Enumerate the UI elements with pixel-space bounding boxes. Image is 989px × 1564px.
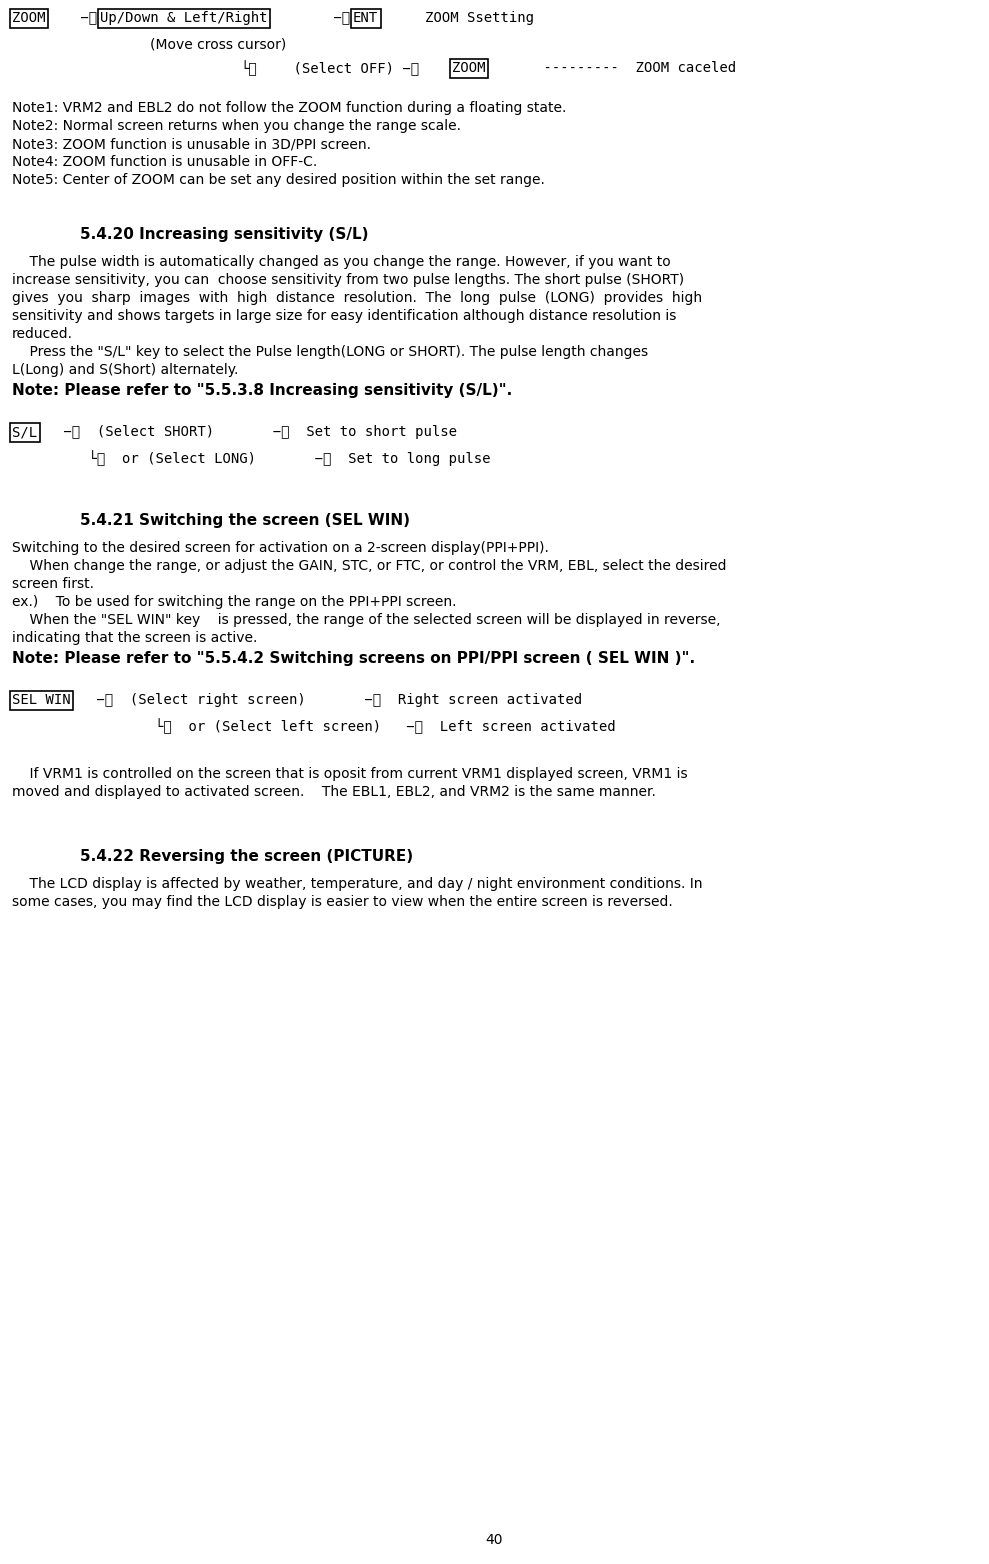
Text: Note5: Center of ZOOM can be set any desired position within the set range.: Note5: Center of ZOOM can be set any des… — [12, 174, 545, 188]
Text: Note: Please refer to "5.5.4.2 Switching screens on PPI/PPI screen ( SEL WIN )".: Note: Please refer to "5.5.4.2 Switching… — [12, 651, 695, 666]
Text: −･: −･ — [72, 11, 106, 25]
Text: 5.4.20 Increasing sensitivity (S/L): 5.4.20 Increasing sensitivity (S/L) — [80, 227, 369, 241]
Text: (Move cross cursor): (Move cross cursor) — [150, 38, 286, 52]
Text: Note4: ZOOM function is unusable in OFF-C.: Note4: ZOOM function is unusable in OFF-… — [12, 155, 317, 169]
Text: 5.4.21 Switching the screen (SEL WIN): 5.4.21 Switching the screen (SEL WIN) — [80, 513, 410, 527]
Text: S/L: S/L — [12, 425, 38, 439]
Text: When change the range, or adjust the GAIN, STC, or FTC, or control the VRM, EBL,: When change the range, or adjust the GAI… — [12, 558, 727, 572]
Text: Note2: Normal screen returns when you change the range scale.: Note2: Normal screen returns when you ch… — [12, 119, 461, 133]
Text: ex.)    To be used for switching the range on the PPI+PPI screen.: ex.) To be used for switching the range … — [12, 594, 457, 608]
Text: Note3: ZOOM function is unusable in 3D/PPI screen.: Note3: ZOOM function is unusable in 3D/P… — [12, 138, 371, 152]
Text: gives  you  sharp  images  with  high  distance  resolution.  The  long  pulse  : gives you sharp images with high distanc… — [12, 291, 702, 305]
Text: indicating that the screen is active.: indicating that the screen is active. — [12, 630, 257, 644]
Text: −･  (Select right screen)       −･  Right screen activated: −･ (Select right screen) −･ Right screen… — [88, 693, 583, 707]
Text: When the "SEL WIN" key    is pressed, the range of the selected screen will be d: When the "SEL WIN" key is pressed, the r… — [12, 613, 721, 627]
Text: −･  (Select SHORT)       −･  Set to short pulse: −･ (Select SHORT) −･ Set to short pulse — [55, 425, 457, 439]
Text: L(Long) and S(Short) alternately.: L(Long) and S(Short) alternately. — [12, 363, 238, 377]
Text: Up/Down & Left/Right: Up/Down & Left/Right — [100, 11, 267, 25]
Text: └･  or (Select LONG)       −･  Set to long pulse: └･ or (Select LONG) −･ Set to long pulse — [55, 450, 491, 466]
Text: Note: Please refer to "5.5.3.8 Increasing sensitivity (S/L)".: Note: Please refer to "5.5.3.8 Increasin… — [12, 383, 512, 397]
Text: reduced.: reduced. — [12, 327, 73, 341]
Text: ZOOM: ZOOM — [12, 11, 45, 25]
Text: └･  or (Select left screen)   −･  Left screen activated: └･ or (Select left screen) −･ Left scree… — [88, 718, 615, 734]
Text: SEL WIN: SEL WIN — [12, 693, 70, 707]
Text: The LCD display is affected by weather, temperature, and day / night environment: The LCD display is affected by weather, … — [12, 877, 702, 891]
Text: Note1: VRM2 and EBL2 do not follow the ZOOM function during a floating state.: Note1: VRM2 and EBL2 do not follow the Z… — [12, 102, 567, 116]
Text: ENT: ENT — [353, 11, 378, 25]
Text: 5.4.22 Reversing the screen (PICTURE): 5.4.22 Reversing the screen (PICTURE) — [80, 849, 413, 863]
Text: moved and displayed to activated screen.    The EBL1, EBL2, and VRM2 is the same: moved and displayed to activated screen.… — [12, 785, 656, 799]
Text: −･: −･ — [325, 11, 358, 25]
Text: sensitivity and shows targets in large size for easy identification although dis: sensitivity and shows targets in large s… — [12, 310, 676, 324]
Text: (Select OFF) −･: (Select OFF) −･ — [260, 61, 427, 75]
Text: ---------  ZOOM caceled: --------- ZOOM caceled — [510, 61, 736, 75]
Text: Press the "S/L" key to select the Pulse length(LONG or SHORT). The pulse length : Press the "S/L" key to select the Pulse … — [12, 346, 648, 360]
Text: 40: 40 — [486, 1533, 502, 1547]
Text: If VRM1 is controlled on the screen that is oposit from current VRM1 displayed s: If VRM1 is controlled on the screen that… — [12, 766, 687, 780]
Text: The pulse width is automatically changed as you change the range. However, if yo: The pulse width is automatically changed… — [12, 255, 671, 269]
Text: increase sensitivity, you can  choose sensitivity from two pulse lengths. The sh: increase sensitivity, you can choose sen… — [12, 274, 684, 288]
Text: screen first.: screen first. — [12, 577, 94, 591]
Text: ZOOM: ZOOM — [452, 61, 486, 75]
Text: └･: └･ — [240, 59, 257, 75]
Text: some cases, you may find the LCD display is easier to view when the entire scree: some cases, you may find the LCD display… — [12, 895, 673, 909]
Text: ZOOM Ssetting: ZOOM Ssetting — [400, 11, 534, 25]
Text: Switching to the desired screen for activation on a 2-screen display(PPI+PPI).: Switching to the desired screen for acti… — [12, 541, 549, 555]
